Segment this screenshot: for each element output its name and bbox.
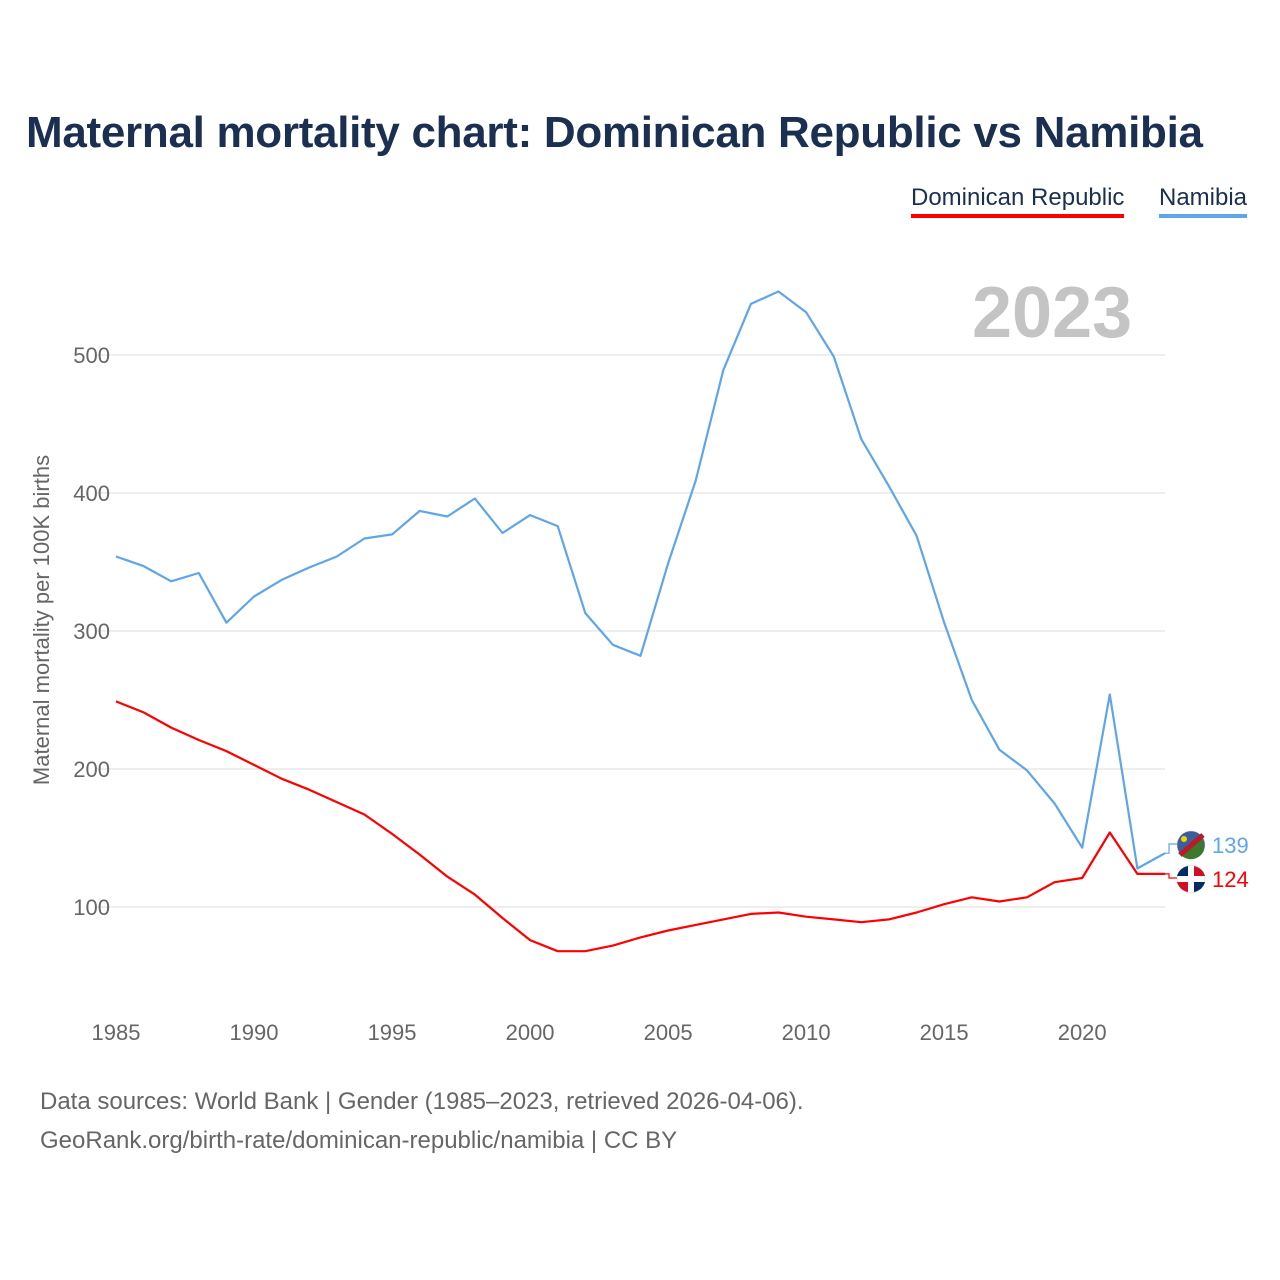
x-tick-label: 2015: [920, 1020, 969, 1045]
chart-title: Maternal mortality chart: Dominican Repu…: [26, 108, 1203, 157]
end-value-label: 139: [1212, 833, 1249, 858]
flag-stripe: [1178, 833, 1205, 857]
flag-sun: [1181, 836, 1187, 842]
year-overlay: 2023: [972, 273, 1133, 353]
y-tick-label: 400: [73, 481, 110, 506]
end-label-connector: [1165, 843, 1177, 854]
flag-quadrant: [1194, 866, 1205, 876]
y-tick-label: 200: [73, 757, 110, 782]
x-tick-label: 1990: [230, 1020, 279, 1045]
flag-quadrant: [1177, 882, 1188, 892]
x-tick-label: 1995: [368, 1020, 417, 1045]
y-tick-label: 500: [73, 343, 110, 368]
end-label-connector: [1165, 873, 1177, 879]
x-tick-label: 1985: [92, 1020, 141, 1045]
y-tick-label: 300: [73, 619, 110, 644]
legend-namibia[interactable]: Namibia: [1159, 184, 1248, 218]
series-line-dominican-republic: [115, 700, 1165, 953]
x-tick-label: 2010: [782, 1020, 831, 1045]
legend-dominican-republic[interactable]: Dominican Republic: [911, 184, 1125, 218]
flag-quadrant: [1194, 882, 1205, 892]
x-tick-label: 2000: [506, 1020, 555, 1045]
flag-quadrant: [1177, 866, 1188, 876]
source-text: Data sources: World Bank | Gender (1985–…: [40, 1088, 804, 1115]
series-line-namibia: [115, 290, 1166, 870]
source-url[interactable]: GeoRank.org/birth-rate/dominican-republi…: [40, 1127, 678, 1154]
dominican-republic-flag-icon: [1176, 864, 1206, 894]
y-tick-label: 100: [73, 895, 110, 920]
end-value-label: 124: [1212, 867, 1249, 892]
x-tick-label: 2020: [1058, 1020, 1107, 1045]
x-tick-label: 2005: [644, 1020, 693, 1045]
